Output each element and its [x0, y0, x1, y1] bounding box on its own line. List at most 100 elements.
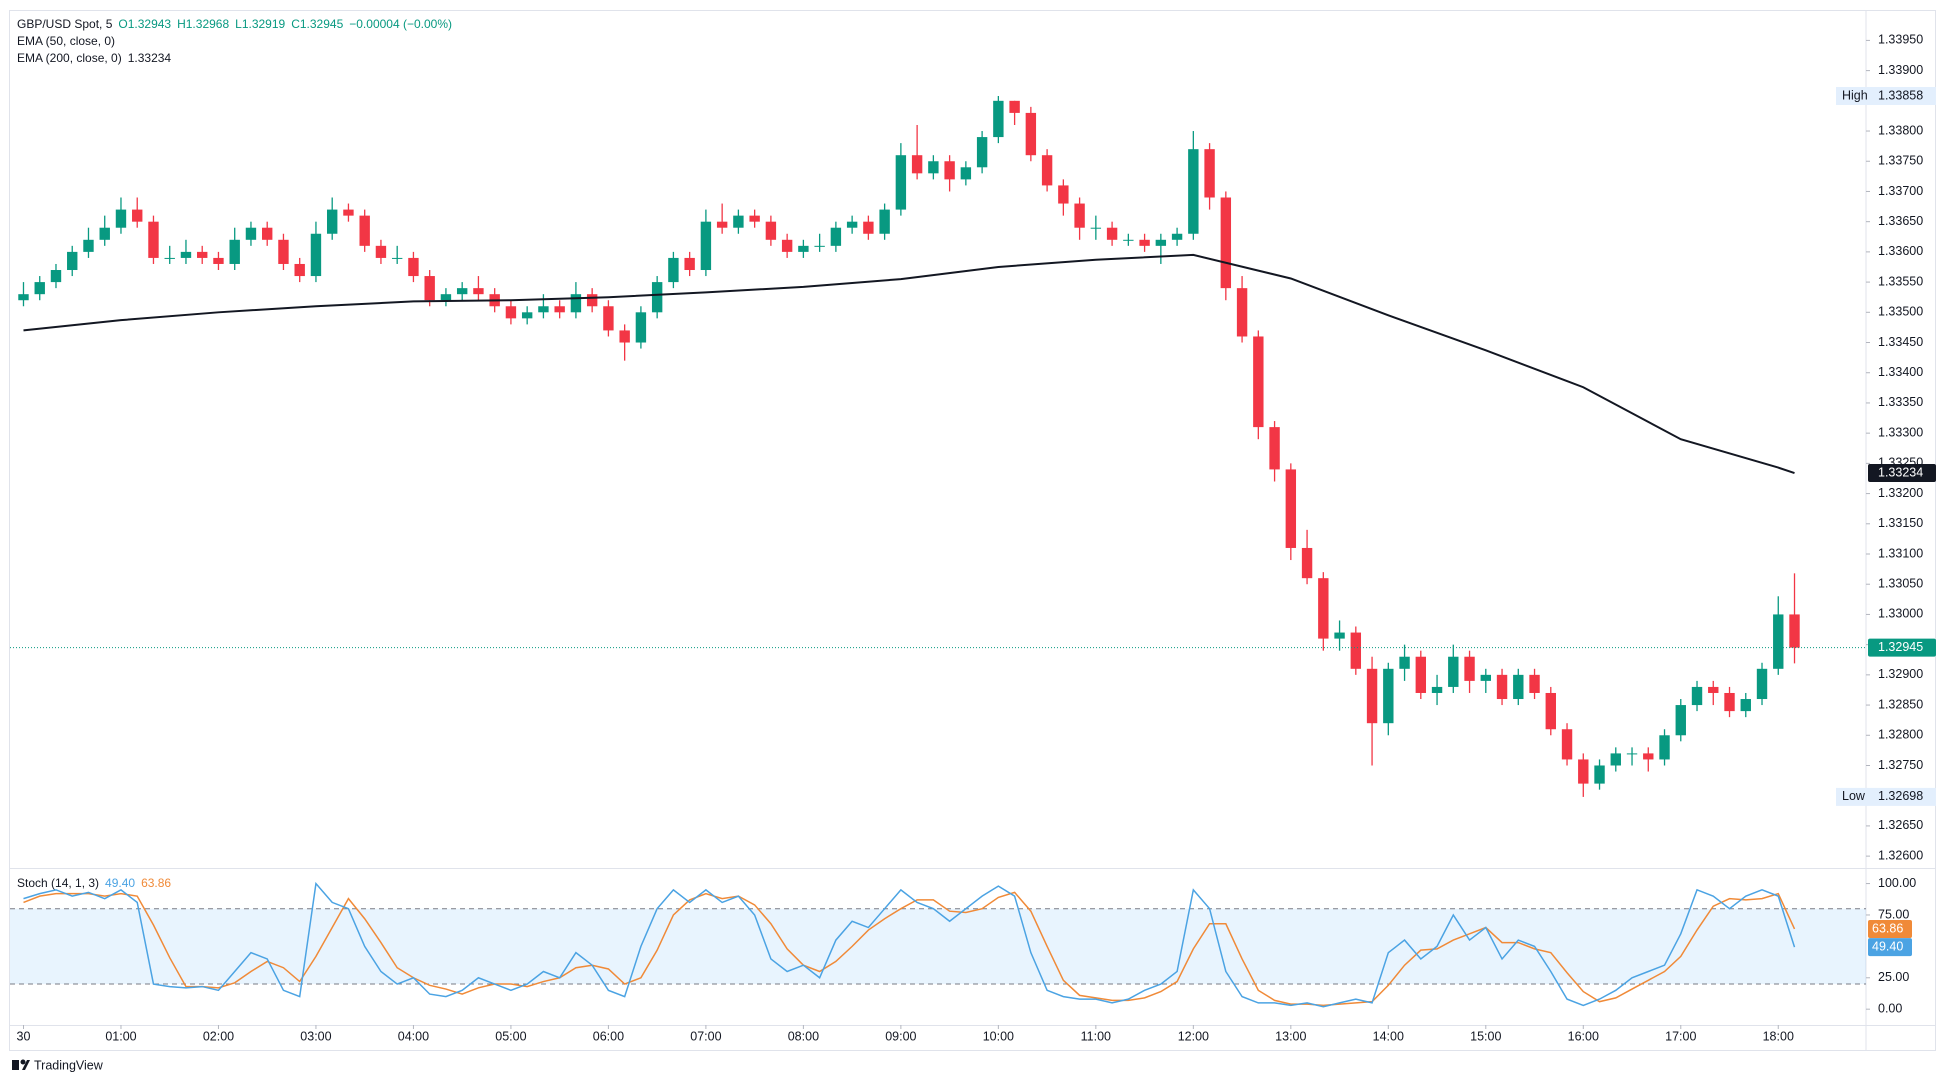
candle-body [1253, 336, 1264, 428]
y-tick-label: 0.00 [1878, 1001, 1902, 1015]
y-tick-label: 1.33800 [1878, 123, 1923, 137]
x-tick-label: 30 [17, 1029, 31, 1043]
candle-body [408, 257, 419, 277]
y-tick-label: 1.33900 [1878, 63, 1923, 77]
candle-body [1594, 765, 1605, 784]
y-tick-label: 1.33200 [1878, 486, 1923, 500]
change: −0.00004 (−0.00%) [349, 17, 452, 31]
candle-body [1090, 227, 1102, 229]
candle-body [391, 257, 403, 259]
candle-body [1448, 656, 1459, 687]
y-tick-label: 1.33300 [1878, 425, 1923, 439]
candle-body [554, 306, 565, 313]
stoch-label: Stoch (14, 1, 3) [17, 876, 100, 890]
ohlc: L1.32919 [235, 17, 286, 31]
candle-body [879, 209, 890, 234]
candle-body [1626, 753, 1638, 755]
candle-body [1025, 112, 1037, 156]
candle-body [294, 263, 305, 277]
x-tick-label: 05:00 [495, 1029, 526, 1043]
candle-body [1480, 674, 1491, 681]
legend-stoch: Stoch (14, 1, 3) 49.40 63.86 [17, 876, 177, 890]
candle-body [1009, 100, 1020, 113]
candle-body [830, 227, 842, 246]
candle-body [1545, 692, 1556, 730]
x-tick-label: 13:00 [1275, 1029, 1306, 1043]
x-tick-label: 06:00 [593, 1029, 624, 1043]
candle-body [99, 227, 110, 240]
y-tick-label: 100.00 [1878, 876, 1916, 890]
candle-body [424, 276, 435, 301]
x-tick-label: 17:00 [1665, 1029, 1696, 1043]
candle-body [1204, 149, 1215, 198]
candle-body [1415, 656, 1427, 693]
candle-body [651, 282, 663, 313]
candle-body [1561, 729, 1573, 760]
candle-body [716, 221, 728, 228]
candle-body [700, 221, 712, 271]
logo-shape [22, 1060, 30, 1070]
candle-body [1188, 149, 1199, 234]
x-tick-label: 01:00 [105, 1029, 136, 1043]
candle-body [1399, 656, 1410, 669]
x-tick-label: 11:00 [1081, 1029, 1111, 1043]
candle-body [749, 215, 760, 222]
candle-body [473, 288, 484, 295]
ema-tag [1868, 464, 1936, 483]
candle-body [50, 270, 62, 283]
candle-body [115, 209, 127, 228]
candle-body [603, 306, 614, 331]
candle-body [1123, 239, 1134, 241]
candle-body [993, 100, 1004, 138]
candle-body [846, 221, 858, 228]
candle-body [440, 294, 452, 301]
candle-body [375, 245, 387, 258]
candle-body [1675, 705, 1686, 736]
y-tick-label: 1.33550 [1878, 274, 1923, 288]
candle-body [132, 209, 143, 222]
y-tick-label: 1.33650 [1878, 214, 1923, 228]
y-tick-label: 1.33750 [1878, 154, 1923, 168]
y-tick-label: 1.33400 [1878, 365, 1923, 379]
x-tick-label: 02:00 [203, 1029, 234, 1043]
marker-label: Low [1842, 789, 1866, 803]
candle-body [570, 294, 582, 313]
stoch-d-value: 63.86 [141, 876, 172, 890]
candle-body [164, 257, 175, 259]
x-tick-label: 12:00 [1178, 1029, 1209, 1043]
candle-body [1708, 686, 1719, 693]
ema-line [23, 253, 1795, 474]
candle-body [1171, 233, 1183, 240]
candle-body [895, 155, 907, 210]
candle-body [1740, 699, 1751, 712]
candle-body [67, 251, 78, 271]
x-tick-label: 15:00 [1470, 1029, 1501, 1043]
candle-body [505, 306, 517, 319]
legend-main: GBP/USD Spot, 5 O1.32943 H1.32968 L1.32919 C… [17, 17, 458, 31]
candle-body [976, 137, 988, 168]
x-tick-label: 18:00 [1763, 1029, 1794, 1043]
candle-body [1529, 674, 1540, 693]
candle-body [262, 227, 273, 240]
y-tick-label: 1.32650 [1878, 818, 1923, 832]
marker-value: 1.32698 [1878, 789, 1923, 803]
brand-logo: TradingView [12, 1058, 104, 1072]
candle-body [1464, 656, 1475, 681]
candle-body [781, 239, 793, 252]
candle-body [1220, 197, 1232, 289]
y-tick-label: 1.33100 [1878, 546, 1923, 560]
y-tick-label: 1.32750 [1878, 758, 1923, 772]
x-tick-label: 07:00 [690, 1029, 721, 1043]
candle-body [765, 221, 777, 240]
ohlc: C1.32945 [291, 17, 344, 31]
y-tick-label: 1.32900 [1878, 667, 1923, 681]
y-tick-label: 1.33000 [1878, 607, 1923, 621]
candle-body [1496, 674, 1508, 700]
ema-value: 1.33234 [1878, 465, 1923, 479]
candle-body [1236, 288, 1248, 337]
candle-body [1041, 155, 1053, 186]
candle-body [1074, 203, 1085, 228]
y-tick-label: 1.33150 [1878, 516, 1923, 530]
